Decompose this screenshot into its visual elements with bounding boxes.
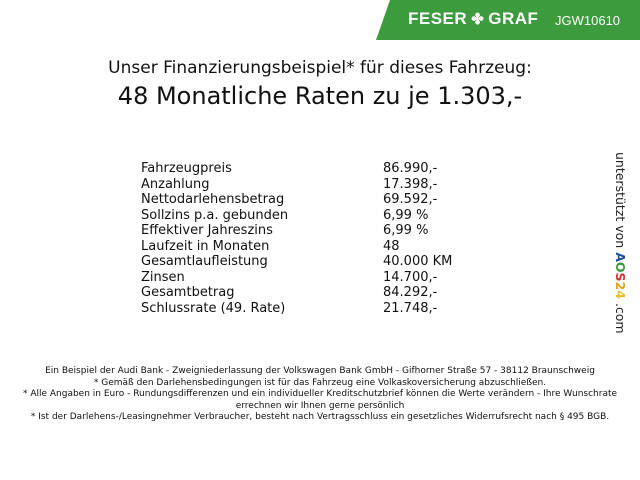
table-row: Laufzeit in Monaten 48 [141,239,461,255]
row-label: Anzahlung [141,176,210,192]
row-label: Schlussrate (49. Rate) [141,300,286,316]
clover-icon: ✤ [471,11,485,28]
footer-line: * Alle Angaben in Euro - Rundungsdiffere… [22,389,618,411]
aos24-logo: AOS24 [613,252,628,299]
row-label: Gesamtbetrag [141,285,235,300]
table-row: Schlussrate (49. Rate) 21.748,- [141,301,461,317]
row-value: 40.000 KM [383,254,453,269]
supported-by-text: unterstützt von [613,152,628,249]
brand-logo: FESER ✤ GRAF [408,9,538,29]
table-row: Sollzins p.a. gebunden 6,99 % [141,208,461,224]
footer-line: * Ist der Darlehens-/Leasingnehmer Verbr… [30,412,610,423]
row-value: 48 [383,238,400,254]
footer-line: Ein Beispiel der Audi Bank - Zweignieder… [45,366,595,376]
row-value: 86.990,- [383,161,438,176]
finance-table: Fahrzeugpreis 86.990,- Anzahlung 17.398,- … [141,161,461,316]
row-value: 17.398,- [383,176,438,192]
row-value: 14.700,- [383,269,438,285]
aos24-domain: .com [613,302,628,334]
table-row: Zinsen 14.700,- [141,270,461,286]
title-line2: 48 Monatliche Raten zu je 1.303,- [117,82,523,110]
row-label: Gesamtlaufleistung [141,254,268,269]
brand-right: GRAF [488,9,539,28]
footer-line: * Gemäß den Darlehensbedingungen ist für… [93,377,547,388]
row-value: 84.292,- [383,285,438,300]
row-label: Effektiver Jahreszins [141,223,273,238]
vehicle-code: JGW10610 [555,13,621,28]
table-row: Fahrzeugpreis 86.990,- [141,161,461,177]
title-line1: Unser Finanzierungsbeispiel* für dieses … [108,58,532,78]
row-label: Zinsen [141,269,185,285]
table-row: Gesamtlaufleistung 40.000 KM [141,254,461,270]
table-row: Gesamtbetrag 84.292,- [141,285,461,301]
row-value: 6,99 % [383,223,429,238]
row-value: 21.748,- [383,300,438,316]
row-value: 6,99 % [383,207,429,223]
supported-by-aos24: unterstützt von AOS24 .com [613,152,628,334]
table-row: Effektiver Jahreszins 6,99 % [141,223,461,239]
footer-disclaimer: Ein Beispiel der Audi Bank - Zweignieder… [20,366,620,424]
table-row: Nettodarlehensbetrag 69.592,- [141,192,461,208]
row-label: Nettodarlehensbetrag [141,192,285,207]
brand-left: FESER [408,9,468,28]
header-banner [376,0,640,40]
row-label: Sollzins p.a. gebunden [141,207,289,223]
row-value: 69.592,- [383,192,438,207]
row-label: Laufzeit in Monaten [141,238,270,254]
table-row: Anzahlung 17.398,- [141,177,461,193]
row-label: Fahrzeugpreis [141,161,232,176]
